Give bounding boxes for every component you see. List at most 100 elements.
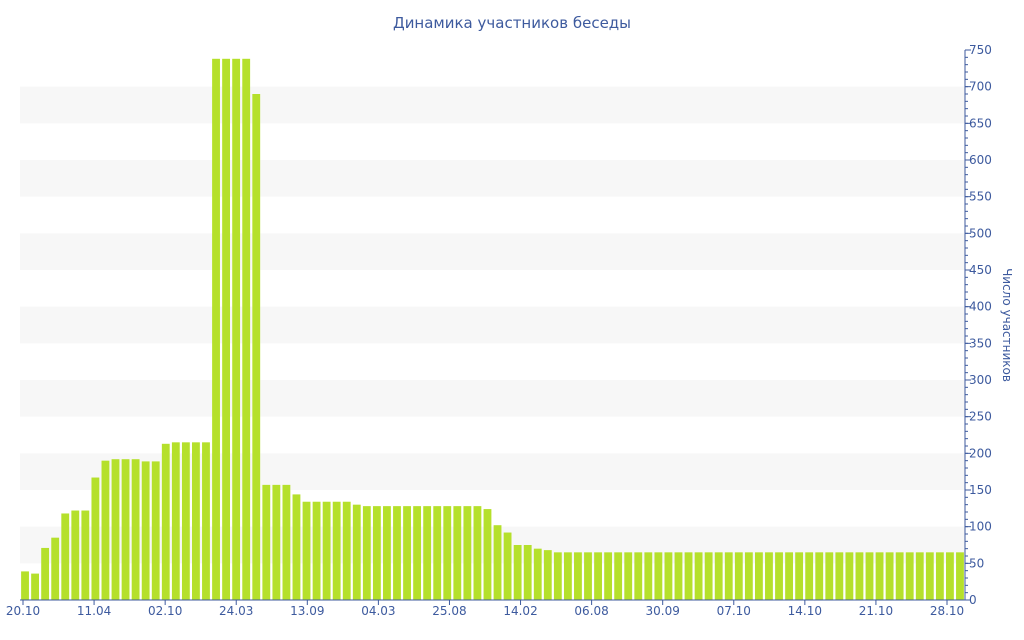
bar [805,552,814,600]
bar [342,501,351,600]
grid-band [20,86,965,124]
bar [694,552,703,600]
bar [413,506,422,600]
bar [815,552,824,600]
bar [121,459,130,600]
x-tick-label: 07.10 [717,604,751,618]
bar [513,545,522,600]
bar [212,58,220,601]
bar [101,460,110,600]
bar [332,501,341,600]
x-tick-label: 11.04 [77,604,111,618]
bar [724,552,733,600]
x-tick-label: 24.03 [219,604,253,618]
bar [543,550,552,600]
bar [855,552,864,600]
y-tick-label: 400 [969,300,992,314]
y-tick-label: 150 [969,483,992,497]
bar [765,552,773,600]
bar [71,510,80,600]
bar [61,513,70,600]
bar [845,552,854,600]
bar [795,552,804,600]
bar [624,552,633,600]
bar [423,506,432,600]
bar [362,506,371,600]
bars [21,58,964,601]
bar [493,525,502,600]
bar [141,461,150,600]
grid-band [20,380,965,417]
grid-band [20,526,965,564]
bar [111,459,120,600]
bar [352,504,361,600]
grid-bands [20,86,965,564]
bar [262,484,271,600]
bar [714,552,723,600]
x-tick-label: 28.10 [930,604,964,618]
bar [775,552,783,600]
bar [835,552,844,600]
y-tick-label: 100 [969,520,992,534]
y-tick-label: 50 [969,556,984,570]
x-tick-label: 20.10 [6,604,40,618]
bar [192,442,200,600]
bar [915,552,924,600]
bar [81,510,90,600]
bar [433,506,442,600]
bar [453,506,462,600]
bar [242,58,251,601]
bar [372,506,381,600]
x-tick-label: 25.08 [432,604,466,618]
y-tick-label: 650 [969,116,992,130]
bar [181,442,190,600]
grid-band [20,306,965,344]
bar [322,501,331,600]
bar [483,509,492,600]
x-tick-label: 06.08 [574,604,608,618]
bar [553,552,562,600]
bar [634,552,643,600]
bar [654,552,663,600]
bar [202,442,210,600]
y-tick-label: 700 [969,80,992,94]
y-tick-label: 200 [969,446,992,460]
y-tick-label: 750 [969,43,992,57]
bar [523,545,532,600]
bar [312,501,321,600]
bar [131,459,140,600]
bar [684,552,693,600]
y-tick-label: 0 [969,593,977,607]
x-tick-label: 02.10 [148,604,182,618]
bar [222,58,231,601]
x-tick-label: 13.09 [290,604,324,618]
bar [825,552,834,600]
bar [41,547,50,600]
grid-band [20,453,965,490]
x-tick-label: 30.09 [646,604,680,618]
grid-band [20,160,965,197]
bar [443,506,452,600]
bar [664,552,673,600]
bar [383,506,391,600]
y-tick-label: 600 [969,153,992,167]
grid-band [20,233,965,270]
x-tick-label: 21.10 [859,604,893,618]
bar [604,552,613,600]
bar [21,571,29,600]
bar [292,494,301,600]
x-tick-label: 14.02 [503,604,537,618]
bar [91,477,100,600]
y-tick-label: 500 [969,226,992,240]
bar [885,552,894,600]
bar [574,552,582,600]
bar [232,58,241,601]
bar [754,552,763,600]
bar [935,552,944,600]
y-tick-label: 350 [969,336,992,350]
bar [272,484,281,600]
chart-title: Динамика участников беседы [393,14,631,32]
bar [533,548,542,600]
bar [252,94,261,600]
